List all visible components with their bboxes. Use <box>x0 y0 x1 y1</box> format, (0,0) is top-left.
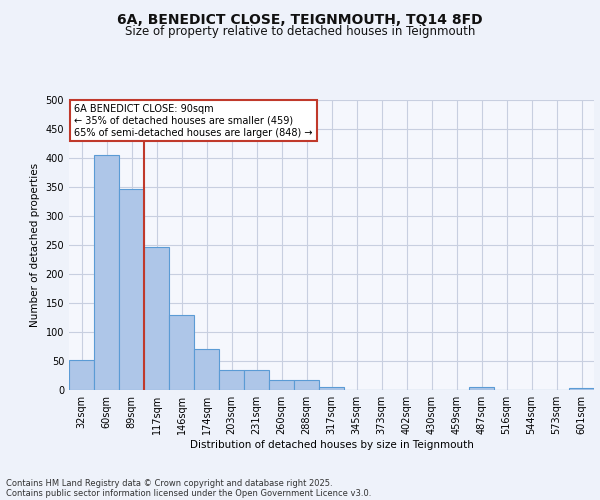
Bar <box>144 246 169 390</box>
Bar <box>244 370 269 390</box>
Text: Size of property relative to detached houses in Teignmouth: Size of property relative to detached ho… <box>125 25 475 38</box>
Text: Contains public sector information licensed under the Open Government Licence v3: Contains public sector information licen… <box>6 488 371 498</box>
Bar <box>469 386 494 390</box>
Bar <box>219 370 244 390</box>
Bar <box>294 380 319 390</box>
Text: Contains HM Land Registry data © Crown copyright and database right 2025.: Contains HM Land Registry data © Crown c… <box>6 478 332 488</box>
Y-axis label: Number of detached properties: Number of detached properties <box>30 163 40 327</box>
Bar <box>269 380 294 390</box>
Bar <box>69 360 94 390</box>
Bar <box>569 388 594 390</box>
Bar <box>319 386 344 390</box>
Text: 6A, BENEDICT CLOSE, TEIGNMOUTH, TQ14 8FD: 6A, BENEDICT CLOSE, TEIGNMOUTH, TQ14 8FD <box>117 12 483 26</box>
Bar <box>194 350 219 390</box>
Bar <box>94 155 119 390</box>
Bar <box>119 188 144 390</box>
X-axis label: Distribution of detached houses by size in Teignmouth: Distribution of detached houses by size … <box>190 440 473 450</box>
Bar <box>169 314 194 390</box>
Text: 6A BENEDICT CLOSE: 90sqm
← 35% of detached houses are smaller (459)
65% of semi-: 6A BENEDICT CLOSE: 90sqm ← 35% of detach… <box>74 104 313 138</box>
